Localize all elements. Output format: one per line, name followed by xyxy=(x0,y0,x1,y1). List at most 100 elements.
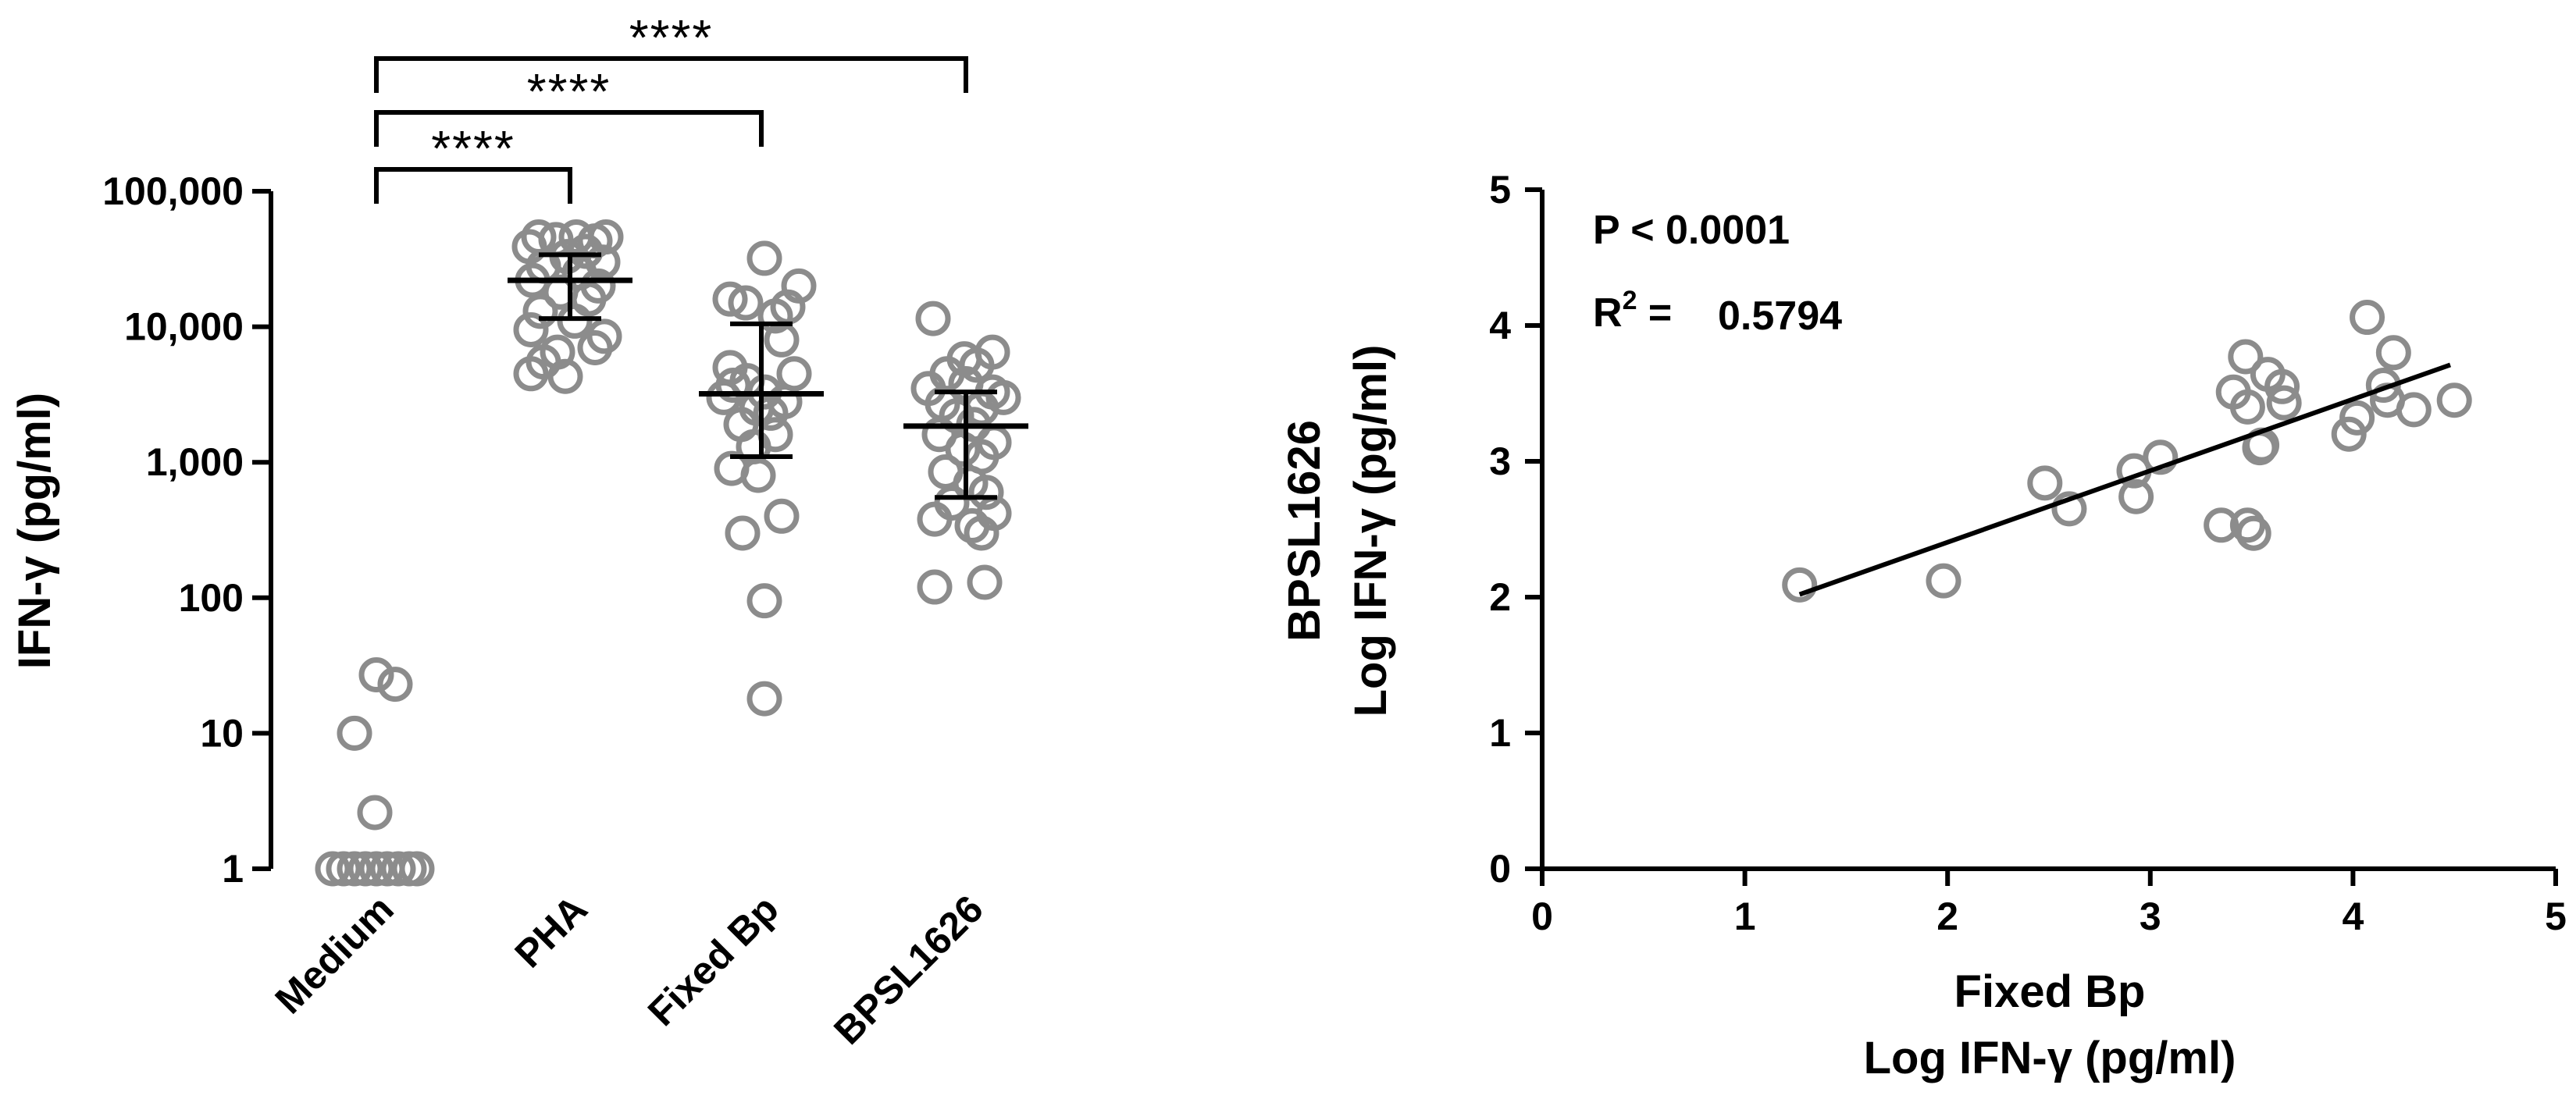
scatter-point xyxy=(2027,465,2063,501)
data-point-bpsl1626 xyxy=(939,398,974,434)
left-x-tick-label-pha: PHA xyxy=(507,887,596,976)
scatter-point xyxy=(2143,439,2179,475)
right-x-axis-title-line1: Fixed Bp xyxy=(1954,966,2146,1017)
scatter-point xyxy=(2229,507,2265,543)
data-point-medium xyxy=(377,667,413,703)
data-point-medium xyxy=(337,715,372,751)
data-point-medium xyxy=(357,795,393,831)
data-point-medium xyxy=(315,851,351,887)
left-x-tick-label-medium: Medium xyxy=(267,887,402,1022)
right-x-tick-label: 2 xyxy=(1936,895,1958,938)
significance-label-fixed-bp: **** xyxy=(527,63,611,119)
data-point-fixed-bp xyxy=(706,379,742,415)
scatter-point xyxy=(2228,339,2264,375)
left-x-tick-label-bpsl1626: BPSL1626 xyxy=(825,887,992,1053)
data-point-bpsl1626 xyxy=(917,569,953,605)
data-point-fixed-bp xyxy=(712,281,748,317)
left-x-tick-labels: Medium PHA Fixed Bp BPSL1626 xyxy=(267,887,992,1053)
data-point-fixed-bp xyxy=(725,515,761,551)
data-point-medium xyxy=(358,657,394,693)
data-point-medium xyxy=(399,851,435,887)
scatter-point xyxy=(2051,491,2087,527)
data-point-pha xyxy=(547,358,583,394)
regression-line xyxy=(1798,362,2452,597)
right-x-axis-title-line2: Log IFN-γ (pg/ml) xyxy=(1864,1033,2236,1083)
r-squared-value: 0.5794 xyxy=(1718,293,1842,339)
scatter-point xyxy=(2350,300,2385,336)
right-x-tick-label: 1 xyxy=(1734,895,1756,938)
data-point-pha xyxy=(577,329,613,365)
correlation-points xyxy=(1782,300,2472,603)
left-y-axis-title: IFN-γ (pg/ml) xyxy=(9,393,60,669)
left-x-tick-label-fixed-bp: Fixed Bp xyxy=(640,887,787,1034)
data-point-pha xyxy=(513,356,549,392)
data-point-medium xyxy=(326,851,362,887)
scatter-point xyxy=(2118,478,2154,514)
scatter-point xyxy=(2331,416,2367,452)
left-y-ticks: 1 10 100 1,000 10,000 100,000 xyxy=(102,169,271,891)
right-y-tick-label: 5 xyxy=(1489,168,1511,212)
data-point-pha xyxy=(513,311,549,347)
right-x-tick-label: 3 xyxy=(2140,895,2161,938)
data-point-bpsl1626 xyxy=(968,475,1004,510)
right-y-tick-label: 1 xyxy=(1489,711,1511,755)
right-y-axis-title-line2: Log IFN-γ (pg/ml) xyxy=(1345,345,1396,717)
right-y-tick-label: 3 xyxy=(1489,439,1511,483)
scatter-point xyxy=(2375,335,2411,371)
scatter-point xyxy=(2236,515,2271,551)
scatter-point xyxy=(2204,507,2239,543)
data-point-medium xyxy=(347,851,383,887)
data-point-pha xyxy=(568,233,604,269)
scatter-point xyxy=(2229,389,2265,425)
left-y-tick-label: 10,000 xyxy=(124,305,244,349)
right-x-tick-label: 4 xyxy=(2342,895,2364,938)
right-x-ticks: 0 1 2 3 4 5 xyxy=(1531,869,2567,938)
significance-bracket-bpsl1626 xyxy=(374,56,968,93)
data-point-medium xyxy=(337,851,372,887)
data-point-fixed-bp xyxy=(753,395,789,431)
r-squared-superscript: 2 xyxy=(1623,286,1637,315)
scatter-point xyxy=(2396,392,2432,428)
scatter-point xyxy=(2436,382,2472,418)
r-squared-equals: = xyxy=(1637,290,1672,336)
right-x-tick-label: 0 xyxy=(1531,895,1553,938)
significance-bracket-fixed-bp xyxy=(374,110,764,147)
significance-bracket-pha xyxy=(374,167,572,204)
data-point-pha xyxy=(557,303,593,339)
right-y-axis-title-line1: BPSL1626 xyxy=(1279,420,1330,642)
data-point-fixed-bp xyxy=(776,356,812,392)
right-y-tick-label: 4 xyxy=(1489,304,1511,347)
scatter-point xyxy=(1782,567,1818,603)
data-point-fixed-bp xyxy=(728,285,764,321)
right-x-tick-label: 5 xyxy=(2545,895,2567,938)
right-y-ticks: 0 1 2 3 4 5 xyxy=(1489,168,1542,891)
significance-label-bpsl1626: **** xyxy=(629,9,714,66)
left-y-tick-label: 10 xyxy=(200,711,244,755)
data-point-medium xyxy=(380,851,416,887)
significance-label-pha: **** xyxy=(431,120,515,176)
scatter-point xyxy=(2339,400,2375,436)
scatter-point xyxy=(2266,385,2302,421)
left-y-tick-label: 1,000 xyxy=(146,440,244,484)
scatter-point xyxy=(2264,368,2300,404)
significance-brackets: ************ xyxy=(374,9,968,204)
data-point-bpsl1626 xyxy=(967,564,1003,600)
right-y-tick-label: 2 xyxy=(1489,575,1511,619)
median-iqr-bars xyxy=(508,252,1028,500)
data-point-fixed-bp xyxy=(757,298,793,334)
scatter-point xyxy=(1926,563,1961,599)
p-value-annotation: P < 0.0001 xyxy=(1593,208,1790,253)
left-y-tick-label: 1 xyxy=(222,847,244,891)
data-point-bpsl1626 xyxy=(954,508,990,544)
right-y-tick-label: 0 xyxy=(1489,847,1511,891)
data-point-fixed-bp xyxy=(746,681,782,717)
data-point-bpsl1626 xyxy=(945,431,981,467)
data-point-fixed-bp xyxy=(746,583,782,619)
r-squared-annotation: R2 = xyxy=(1593,286,1672,336)
left-y-tick-label: 100,000 xyxy=(102,169,244,213)
data-point-fixed-bp xyxy=(764,498,800,534)
r-squared-symbol: R xyxy=(1593,290,1623,336)
